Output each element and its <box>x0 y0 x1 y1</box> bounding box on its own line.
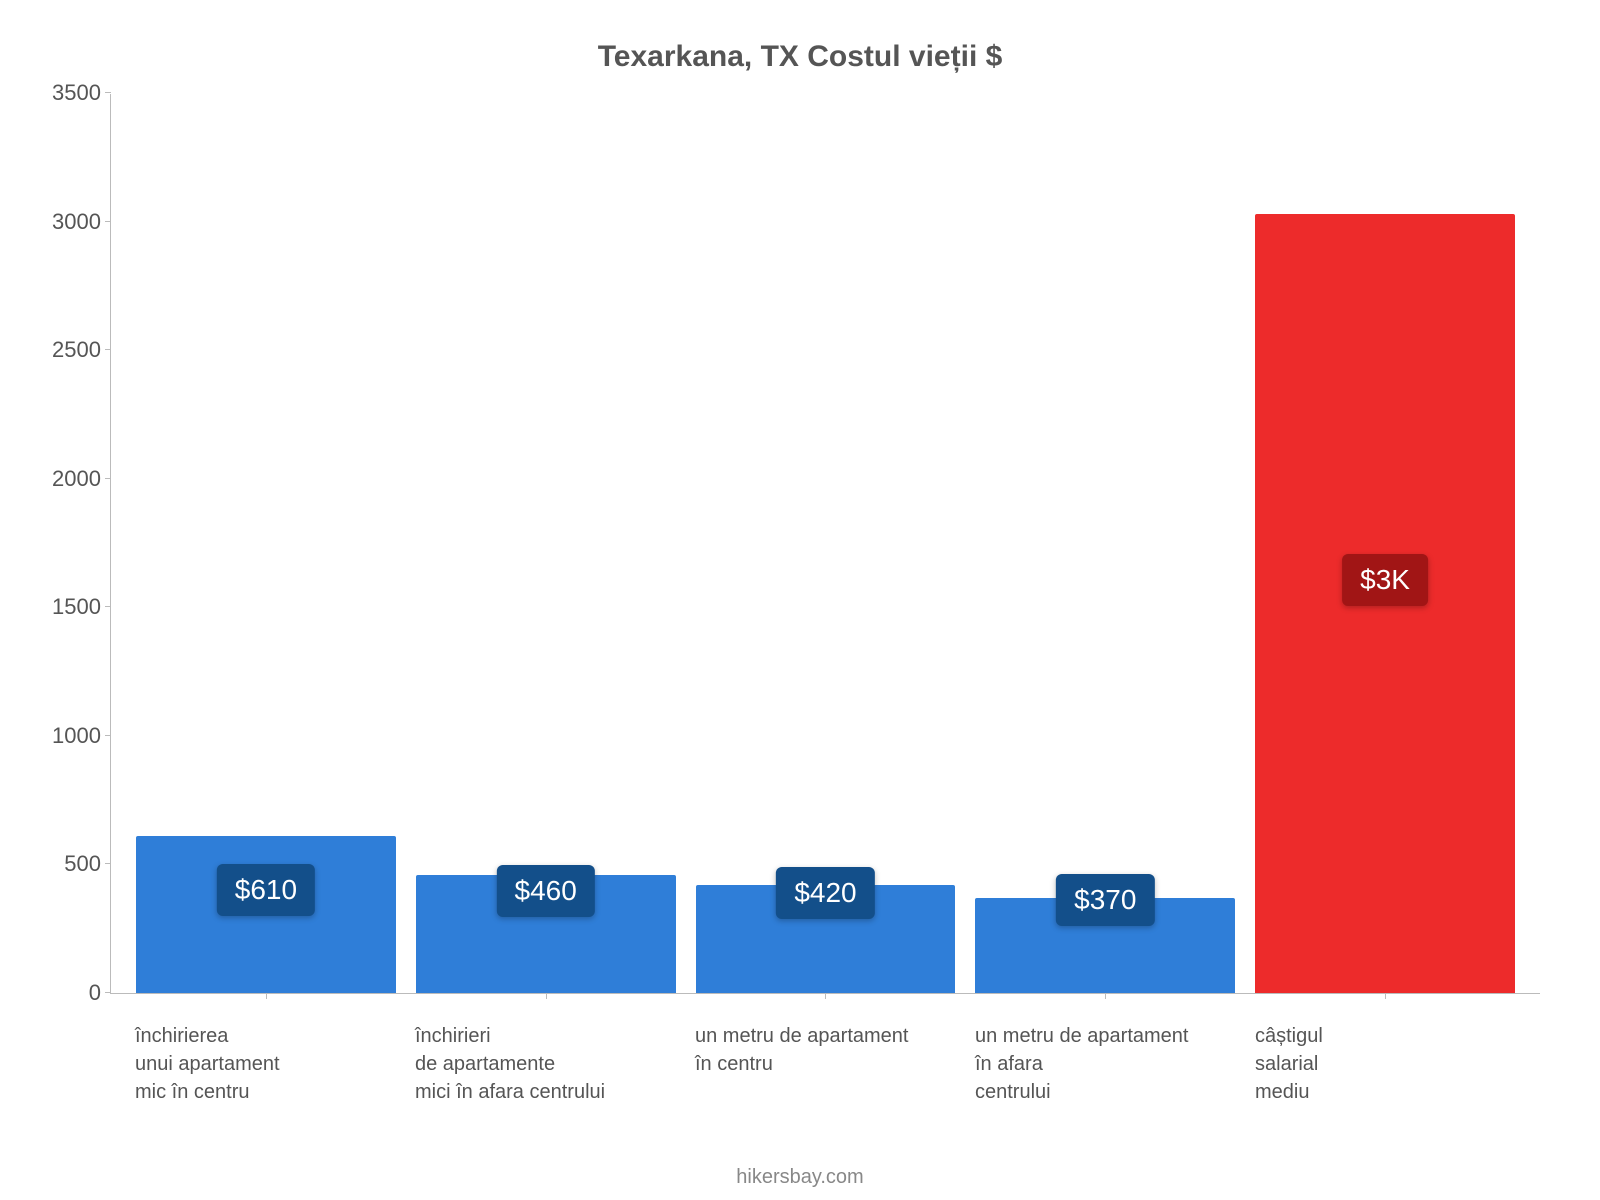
x-category-label: închirieride apartamentemici în afara ce… <box>405 1022 685 1106</box>
bar-value-label: $420 <box>776 867 874 919</box>
bar: $370 <box>975 898 1235 993</box>
y-tick-label: 3000 <box>41 209 101 235</box>
x-category-label: un metru de apartamentîn centru <box>685 1022 965 1106</box>
bar-value-label: $370 <box>1056 874 1154 926</box>
plot-area: $610$460$420$370$3K 05001000150020002500… <box>110 94 1540 994</box>
x-category-label: câștigulsalarialmediu <box>1245 1022 1525 1106</box>
attribution-text: hikersbay.com <box>40 1166 1560 1189</box>
bar: $460 <box>416 875 676 993</box>
bars-group: $610$460$420$370$3K <box>111 94 1540 993</box>
bar: $3K <box>1255 214 1515 993</box>
y-tick-label: 2500 <box>41 337 101 363</box>
bar-slot: $3K <box>1245 94 1525 993</box>
y-tick-label: 3500 <box>41 80 101 106</box>
bar-slot: $420 <box>686 94 966 993</box>
chart-title: Texarkana, TX Costul vieții $ <box>40 40 1560 74</box>
bar: $610 <box>136 836 396 993</box>
bar-value-label: $610 <box>217 864 315 916</box>
x-axis-labels: închiriereaunui apartamentmic în centruî… <box>110 1022 1540 1106</box>
bar-slot: $610 <box>126 94 406 993</box>
y-tick-label: 1000 <box>41 723 101 749</box>
bar-slot: $370 <box>965 94 1245 993</box>
x-category-label: închiriereaunui apartamentmic în centru <box>125 1022 405 1106</box>
y-tick-label: 0 <box>41 980 101 1006</box>
bar: $420 <box>696 885 956 993</box>
bar-value-label: $460 <box>497 865 595 917</box>
y-tick-label: 2000 <box>41 466 101 492</box>
bar-slot: $460 <box>406 94 686 993</box>
bar-value-label: $3K <box>1342 554 1428 606</box>
y-tick-label: 500 <box>41 851 101 877</box>
chart-container: Texarkana, TX Costul vieții $ $610$460$4… <box>0 0 1600 1200</box>
x-category-label: un metru de apartamentîn afaracentrului <box>965 1022 1245 1106</box>
y-tick-label: 1500 <box>41 594 101 620</box>
